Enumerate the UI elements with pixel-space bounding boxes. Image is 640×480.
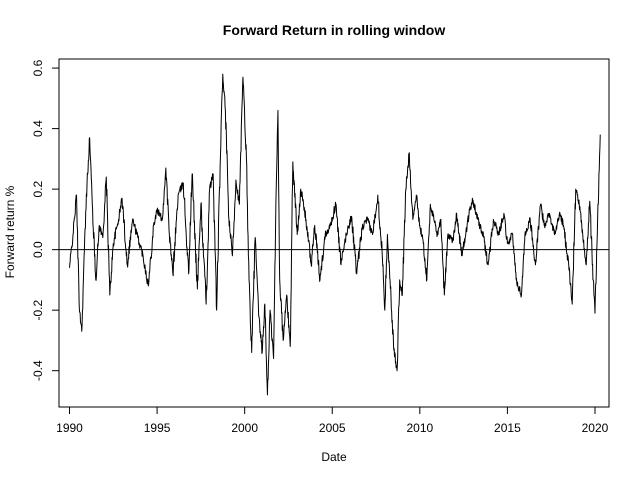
y-tick-label: 0.6 [31,59,45,76]
y-tick-label: -0.2 [31,300,45,321]
plot-frame [58,58,610,408]
x-tick-label: 1995 [144,421,171,435]
x-tick-label: 1990 [56,421,83,435]
y-tick-label: -0.4 [31,360,45,381]
x-axis-label: Date [321,450,347,464]
x-tick-label: 2000 [231,421,258,435]
chart-title: Forward Return in rolling window [223,22,446,38]
y-tick-label: 0.2 [31,180,45,197]
x-axis: 1990 1995 2000 2005 2010 2015 2020 [56,406,609,435]
x-tick-label: 2015 [494,421,521,435]
x-tick-label: 2005 [319,421,346,435]
y-tick-label: 0.0 [31,241,45,258]
x-tick-label: 2010 [406,421,433,435]
series-line [69,73,601,396]
x-tick-label: 2020 [582,421,609,435]
y-tick-label: 0.4 [31,120,45,137]
y-axis-label: Forward return % [3,185,17,278]
